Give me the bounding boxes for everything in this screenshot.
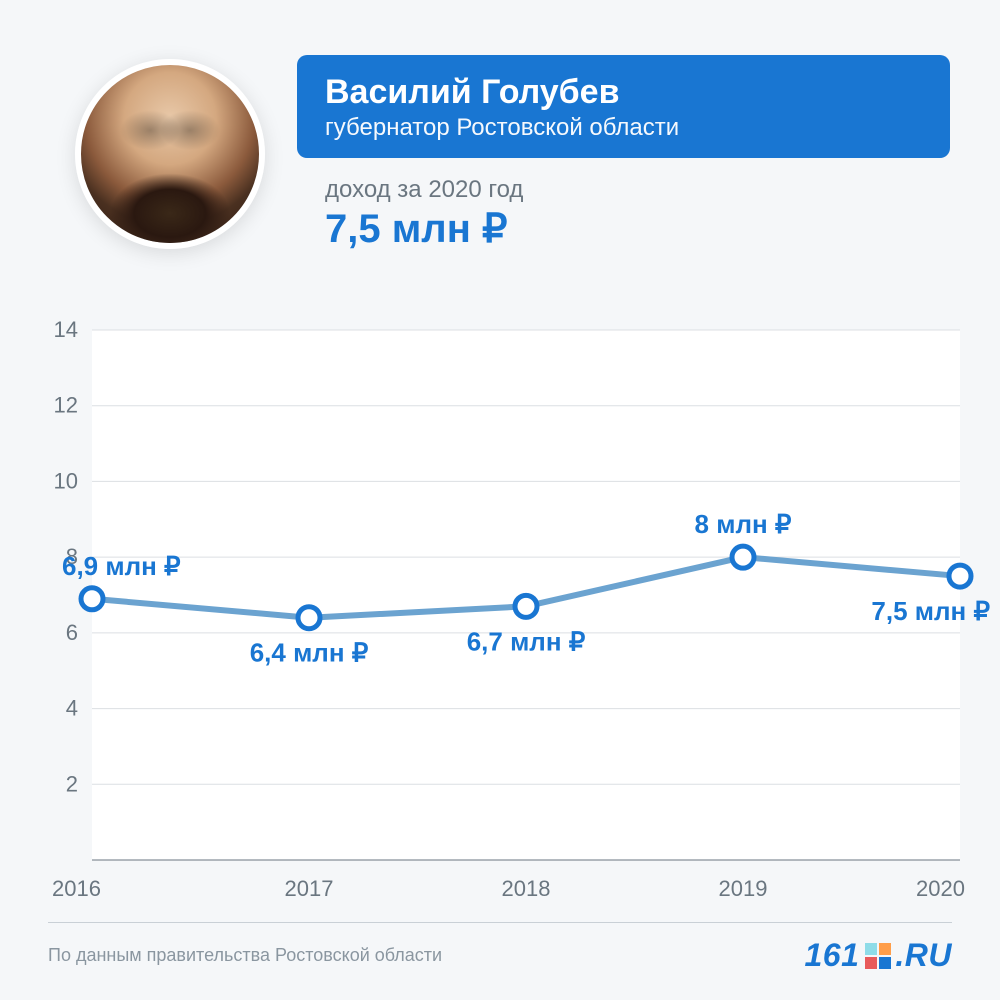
logo-square-icon (865, 943, 891, 969)
svg-text:4: 4 (66, 696, 78, 721)
svg-text:6: 6 (66, 620, 78, 645)
chart: 2468101214201620172018201920206,9 млн ₽6… (0, 310, 1000, 920)
avatar (75, 59, 265, 249)
name-banner: Василий Голубев губернатор Ростовской об… (297, 55, 950, 158)
svg-text:6,9 млн ₽: 6,9 млн ₽ (62, 551, 181, 581)
svg-text:2018: 2018 (502, 876, 551, 901)
logo-text-1: 161 (805, 937, 860, 974)
svg-text:2016: 2016 (52, 876, 101, 901)
svg-text:2020: 2020 (916, 876, 965, 901)
svg-text:6,4 млн ₽: 6,4 млн ₽ (250, 638, 369, 668)
svg-text:7,5 млн ₽: 7,5 млн ₽ (871, 596, 990, 626)
summary-value: 7,5 млн ₽ (325, 206, 950, 252)
svg-text:2: 2 (66, 771, 78, 796)
header-right: Василий Голубев губернатор Ростовской об… (297, 55, 950, 252)
svg-text:12: 12 (54, 393, 78, 418)
source-text: По данным правительства Ростовской облас… (48, 945, 442, 966)
logo-text-2: .RU (895, 937, 952, 974)
person-name: Василий Голубев (325, 73, 922, 112)
svg-text:2019: 2019 (719, 876, 768, 901)
logo: 161 .RU (805, 937, 953, 974)
svg-text:14: 14 (54, 317, 78, 342)
svg-text:2017: 2017 (285, 876, 334, 901)
svg-text:10: 10 (54, 468, 78, 493)
person-title: губернатор Ростовской области (325, 114, 922, 142)
svg-text:6,7 млн ₽: 6,7 млн ₽ (467, 626, 586, 656)
header: Василий Голубев губернатор Ростовской об… (75, 55, 950, 252)
chart-svg: 2468101214201620172018201920206,9 млн ₽6… (0, 310, 1000, 920)
svg-text:8 млн ₽: 8 млн ₽ (695, 509, 792, 539)
summary-label: доход за 2020 год (325, 176, 950, 204)
footer: По данным правительства Ростовской облас… (48, 922, 952, 974)
